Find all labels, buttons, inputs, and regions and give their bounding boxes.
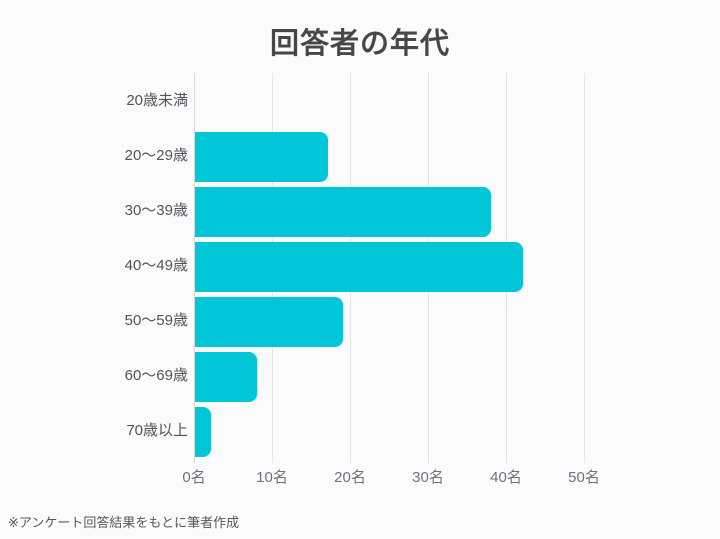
category-label: 30〜39歳: [124, 202, 188, 219]
value-tick-label: 40名: [490, 469, 522, 486]
gridline: [584, 73, 585, 463]
axis-baseline: [194, 73, 195, 463]
bar: [195, 242, 523, 292]
value-tick-label: 50名: [568, 469, 600, 486]
category-label: 20歳未満: [126, 92, 188, 109]
bar-row: [195, 183, 720, 238]
bar-row: [195, 128, 720, 183]
bar-row: [195, 73, 720, 128]
category-label: 60〜69歳: [124, 367, 188, 384]
category-label: 20〜29歳: [124, 147, 188, 164]
value-tick-label: 30名: [412, 469, 444, 486]
category-axis: 20歳未満 20〜29歳 30〜39歳 40〜49歳 50〜59歳 60〜69歳 70歳以上: [0, 73, 188, 458]
category-label: 70歳以上: [126, 422, 188, 439]
value-axis: 0名 10名 20名 30名 40名 50名: [182, 466, 600, 486]
value-tick-label: 20名: [334, 469, 366, 486]
bar-row: [195, 348, 720, 403]
bar: [195, 352, 258, 402]
source-footnote: ※アンケート回答結果をもとに筆者作成: [8, 515, 240, 530]
bar: [195, 407, 211, 457]
bar-row: [195, 293, 720, 348]
value-tick-label: 10名: [256, 469, 288, 486]
category-label: 50〜59歳: [124, 312, 188, 329]
bar-row: [195, 238, 720, 293]
bar: [195, 297, 344, 347]
value-tick-label: 0名: [182, 469, 206, 486]
chart-title: 回答者の年代: [269, 28, 450, 60]
bar-row: [195, 403, 720, 458]
category-label: 40〜49歳: [124, 257, 188, 274]
chart-rows: [195, 73, 720, 458]
bar: [195, 132, 328, 182]
bar: [195, 187, 492, 237]
